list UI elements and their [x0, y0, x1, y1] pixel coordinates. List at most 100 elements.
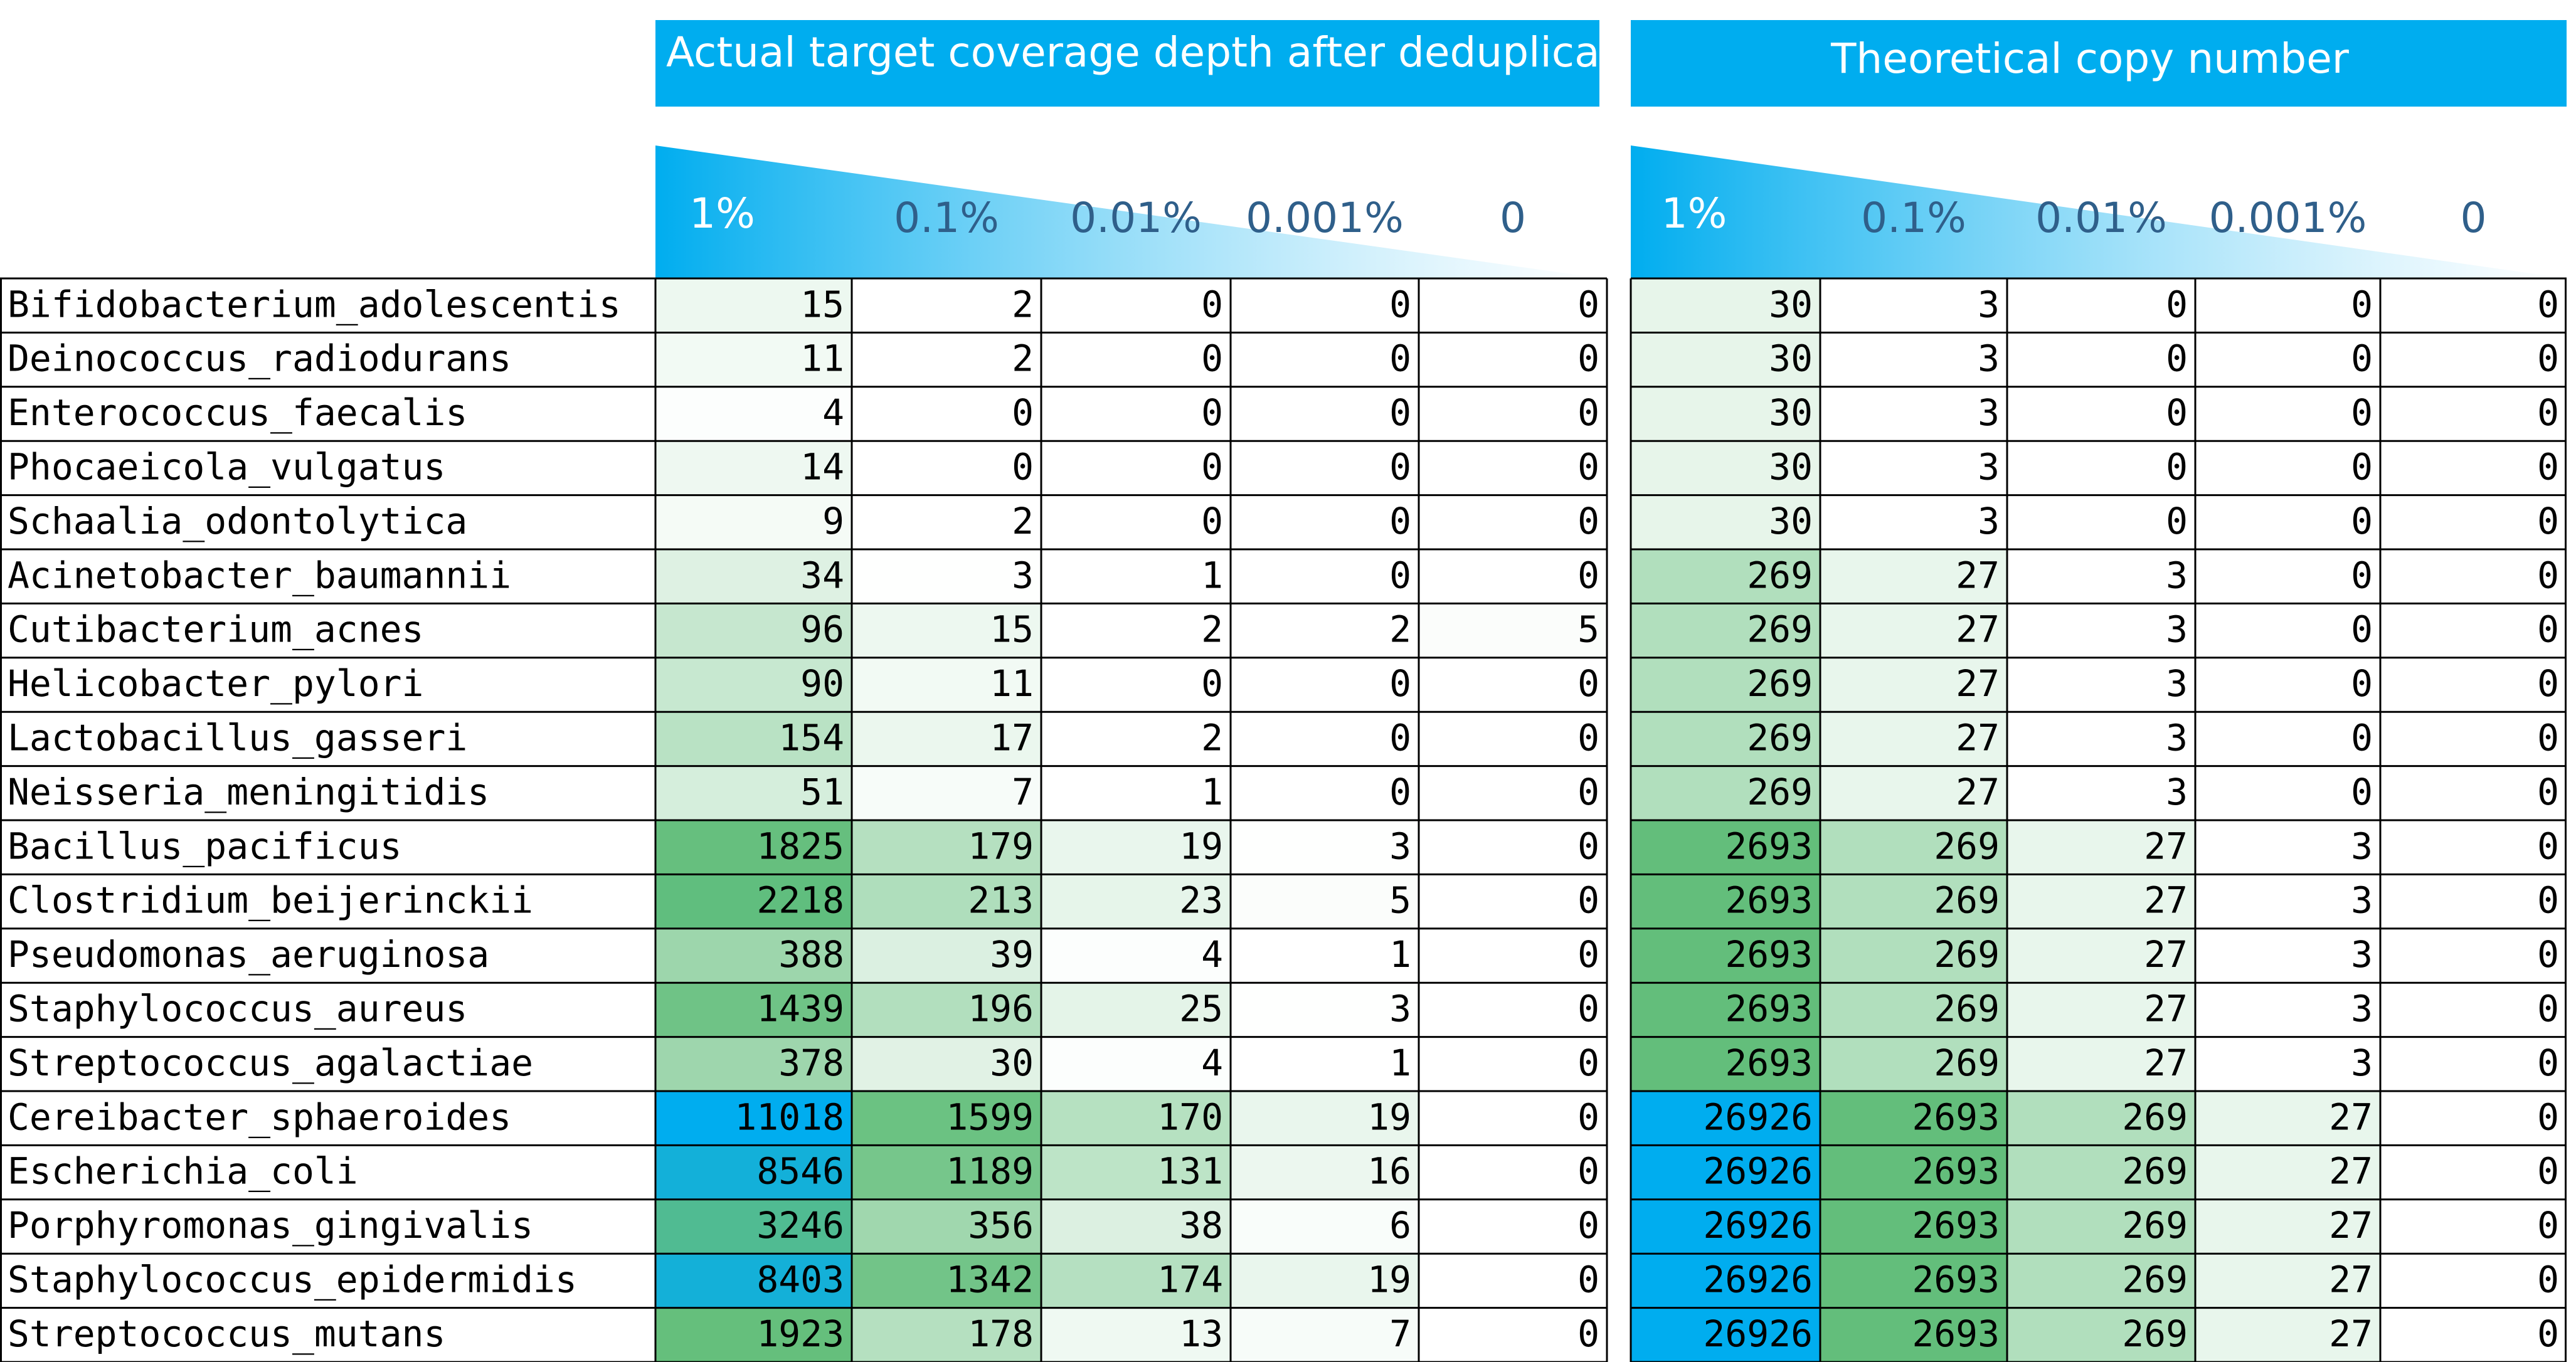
right-cell — [2007, 386, 2195, 441]
right-cell — [2007, 278, 2195, 333]
left-cell — [1231, 278, 1419, 333]
right-column-label: 0.1% — [1861, 194, 1966, 242]
left-cell — [655, 603, 852, 658]
right-cell-value: 0 — [2537, 933, 2559, 976]
right-cell-value: 0 — [2537, 717, 2559, 759]
left-cell — [1231, 1307, 1419, 1362]
right-cell — [2380, 820, 2567, 875]
right-cell — [2380, 603, 2567, 658]
right-cell — [2380, 1307, 2567, 1362]
left-cell-value: 13 — [1179, 1312, 1223, 1355]
right-cell — [2007, 332, 2195, 387]
left-cell-value: 0 — [1012, 391, 1034, 434]
right-cell-value: 269 — [2122, 1204, 2188, 1247]
right-cell — [1820, 1037, 2007, 1091]
left-cell-value: 0 — [1577, 879, 1599, 922]
right-cell-value: 269 — [1934, 879, 2000, 922]
right-cell-value: 0 — [2537, 391, 2559, 434]
right-column-label: 0.01% — [2035, 194, 2167, 242]
right-cell-value: 269 — [2122, 1150, 2188, 1193]
left-cell-value: 0 — [1389, 391, 1411, 434]
left-cell — [1419, 874, 1607, 929]
right-cell — [2195, 1307, 2380, 1362]
left-heatmap-cells: 15 2 0 0 011 2 0 0 04 0 0 0 014 0 0 0 09 2 0 0 034 3 1 0 096 15 2 2… — [655, 278, 1607, 1362]
left-cell — [1041, 386, 1231, 441]
left-cell — [1419, 928, 1607, 983]
right-cell-value: 2693 — [1725, 988, 1813, 1030]
left-cell-value: 0 — [1577, 825, 1599, 867]
left-cell-value: 16 — [1367, 1150, 1411, 1193]
right-cell — [1820, 1145, 2007, 1200]
right-cell-value: 2693 — [1912, 1204, 2000, 1247]
left-cell-value: 0 — [1577, 771, 1599, 813]
right-cell — [2380, 874, 2567, 929]
right-cell — [2007, 712, 2195, 766]
row-label: Schaalia_odontolytica — [8, 500, 467, 542]
right-cell — [1631, 928, 1820, 983]
right-cell-value: 30 — [1769, 446, 1813, 488]
right-cell — [2380, 441, 2567, 495]
left-cell — [655, 386, 852, 441]
row-label: Porphyromonas_gingivalis — [8, 1204, 533, 1247]
row-label: Escherichia_coli — [8, 1150, 358, 1193]
right-cell — [1820, 278, 2007, 333]
right-cell — [2195, 1145, 2380, 1200]
right-cell — [1820, 1091, 2007, 1146]
right-cell — [1820, 603, 2007, 658]
left-cell — [1419, 332, 1607, 387]
right-cell-value: 27 — [1956, 717, 2000, 759]
left-cell-value: 1825 — [756, 825, 844, 867]
row-label: Cutibacterium_acnes — [8, 608, 423, 651]
right-cell-value: 26926 — [1703, 1204, 1813, 1247]
right-cell — [1631, 278, 1820, 333]
left-cell-value: 3 — [1389, 825, 1411, 867]
left-cell-value: 179 — [968, 825, 1034, 867]
right-cell — [2195, 1254, 2380, 1308]
right-panel-title: Theoretical copy number — [1830, 34, 2350, 83]
left-cell-value: 38 — [1179, 1204, 1223, 1247]
right-cell — [2380, 1091, 2567, 1146]
right-cell-value: 0 — [2166, 283, 2188, 325]
left-cell-value: 0 — [1389, 446, 1411, 488]
right-cell-value: 3 — [2351, 988, 2373, 1030]
right-cell — [2380, 1145, 2567, 1200]
right-cell — [1631, 1199, 1820, 1254]
right-cell-value: 269 — [1747, 554, 1813, 596]
left-cell — [1041, 1145, 1231, 1200]
left-cell-value: 0 — [1577, 1150, 1599, 1193]
right-cell-value: 2693 — [1725, 933, 1813, 976]
left-cell — [1419, 1145, 1607, 1200]
left-cell-value: 19 — [1367, 1095, 1411, 1138]
left-cell-value: 388 — [778, 933, 844, 976]
left-cell — [1419, 1199, 1607, 1254]
left-cell — [1041, 332, 1231, 387]
left-cell-value: 19 — [1179, 825, 1223, 867]
left-cell — [1419, 983, 1607, 1037]
right-cell — [1820, 332, 2007, 387]
right-cell-value: 27 — [1956, 771, 2000, 813]
right-cell — [1631, 874, 1820, 929]
left-cell-value: 0 — [1577, 446, 1599, 488]
right-cell-value: 3 — [1978, 446, 2000, 488]
left-cell-value: 5 — [1389, 879, 1411, 922]
row-label: Staphylococcus_aureus — [8, 988, 467, 1030]
left-cell — [1231, 1254, 1419, 1308]
left-cell-value: 4 — [1201, 1042, 1223, 1084]
left-cell — [1041, 983, 1231, 1037]
left-cell-value: 0 — [1201, 391, 1223, 434]
right-cell — [2007, 495, 2195, 549]
left-cell-value: 7 — [1389, 1312, 1411, 1355]
right-cell — [2007, 657, 2195, 712]
left-cell — [655, 928, 852, 983]
left-cell — [852, 657, 1041, 712]
row-label: Acinetobacter_baumannii — [8, 554, 511, 596]
left-cell — [655, 1199, 852, 1254]
right-cell — [2380, 278, 2567, 333]
right-cell-value: 0 — [2351, 717, 2373, 759]
right-cell-value: 3 — [2166, 771, 2188, 813]
left-cell — [1419, 657, 1607, 712]
right-cell-value: 0 — [2537, 771, 2559, 813]
left-cell — [852, 1254, 1041, 1308]
left-cell-value: 11 — [800, 337, 844, 380]
